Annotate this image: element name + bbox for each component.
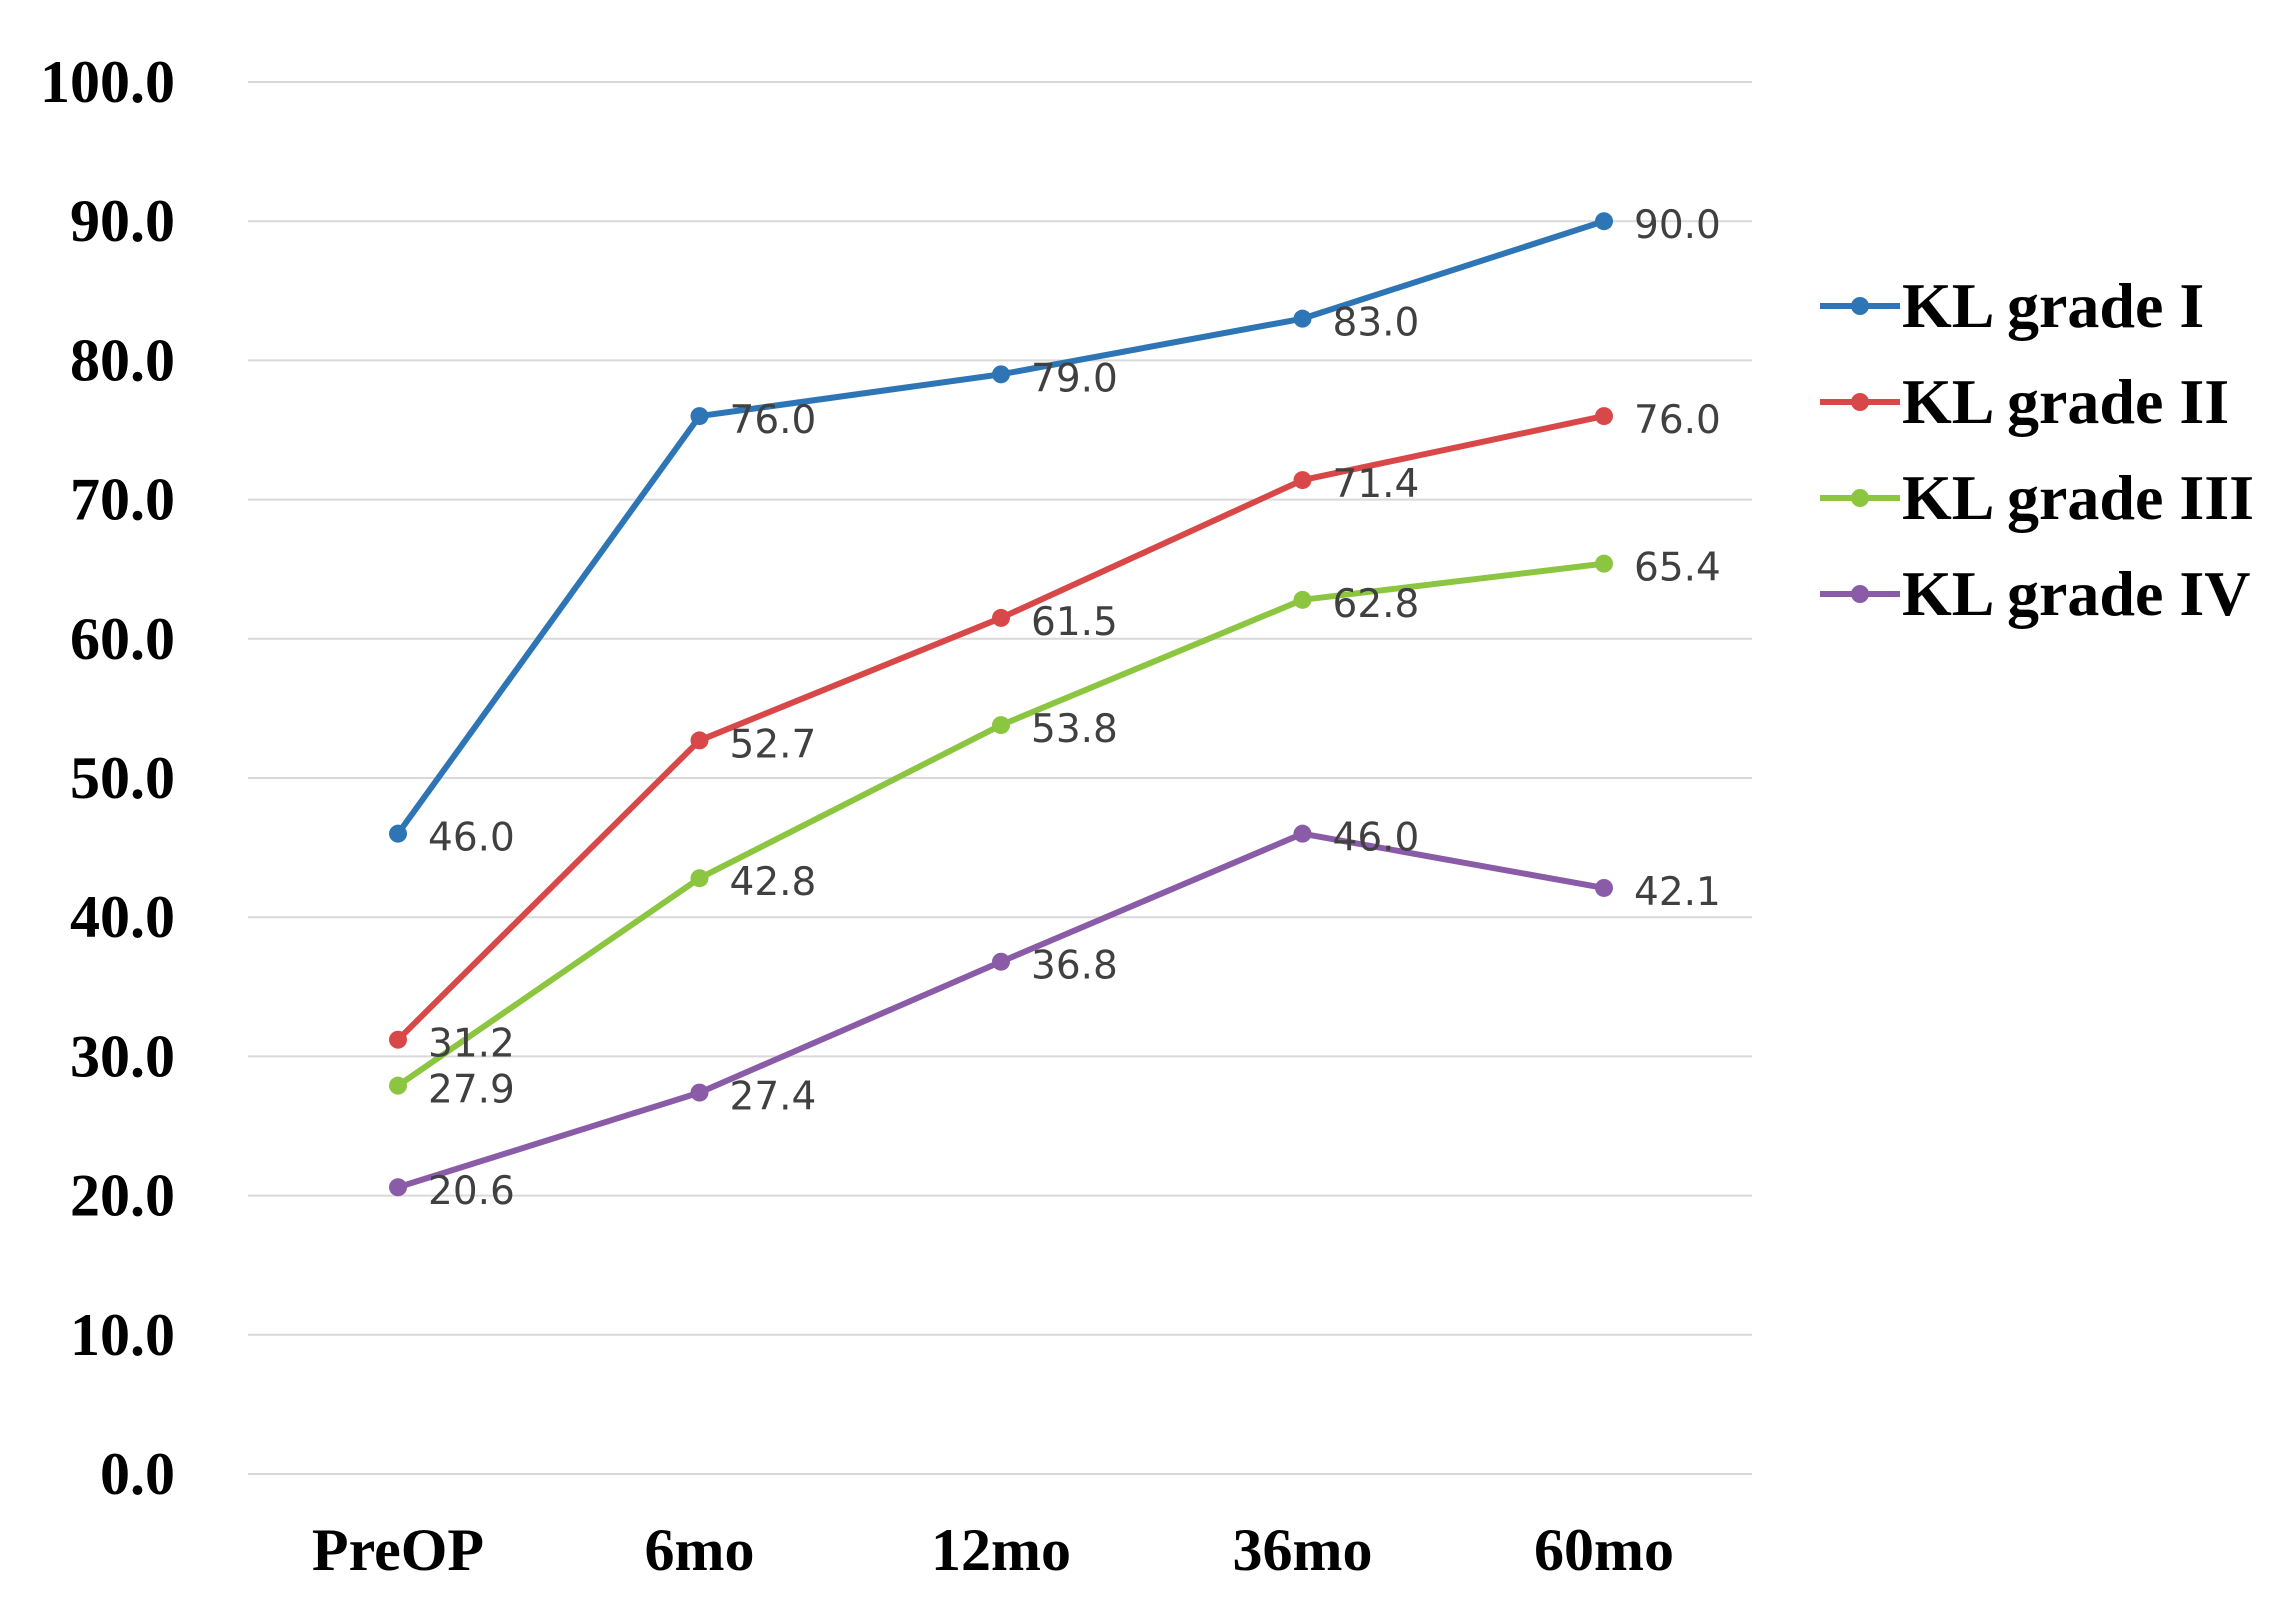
legend-label: KL grade III <box>1902 462 2254 533</box>
y-tick-label: 0.0 <box>100 1441 175 1507</box>
data-label: 46.0 <box>428 816 515 861</box>
y-tick-label: 50.0 <box>70 745 175 811</box>
legend-item: KL grade IV <box>1820 558 2250 629</box>
data-labels: 46.0 76.0 79.0 83.0 90.0 31.2 52.7 61.5 71.4 76.0… <box>428 203 1721 1214</box>
x-tick-label: 36mo <box>1233 1517 1373 1583</box>
x-tick-label: 6mo <box>645 1517 755 1583</box>
data-label: 83.0 <box>1333 301 1420 346</box>
data-label: 61.5 <box>1031 600 1118 645</box>
data-label: 27.9 <box>428 1068 515 1113</box>
y-tick-label: 70.0 <box>70 467 175 533</box>
data-point <box>1293 590 1312 609</box>
data-label: 36.8 <box>1031 944 1118 989</box>
data-point <box>992 365 1010 384</box>
data-label: 62.8 <box>1333 582 1420 627</box>
data-label: 31.2 <box>428 1022 515 1067</box>
legend-swatch-marker <box>1851 585 1869 603</box>
data-label: 76.0 <box>730 398 817 443</box>
data-point <box>690 1083 709 1102</box>
data-label: 46.0 <box>1333 816 1420 861</box>
legend-item: KL grade III <box>1820 462 2254 533</box>
y-axis-ticks: 0.0 10.0 20.0 30.0 40.0 50.0 60.0 70.0 80.0 90.0 1… <box>40 49 175 1507</box>
data-label: 65.4 <box>1634 546 1721 591</box>
y-tick-label: 80.0 <box>70 327 175 393</box>
x-axis-ticks: PreOP 6mo 12mo 36mo 60mo <box>312 1517 1674 1583</box>
legend-swatch-marker <box>1851 393 1869 411</box>
data-point <box>992 952 1010 971</box>
series-2 <box>389 407 1613 1049</box>
x-tick-label: 12mo <box>931 1517 1071 1583</box>
data-point <box>1595 554 1613 573</box>
data-point <box>1595 878 1613 897</box>
legend-swatch-marker <box>1851 489 1869 507</box>
y-tick-label: 20.0 <box>70 1163 175 1229</box>
data-point <box>1293 309 1312 328</box>
data-label: 42.8 <box>730 860 817 905</box>
data-label: 79.0 <box>1031 356 1118 401</box>
series-4 <box>389 824 1613 1197</box>
legend-item: KL grade I <box>1820 270 2204 341</box>
data-point <box>389 1178 407 1197</box>
series-line <box>396 560 1605 1089</box>
y-tick-label: 90.0 <box>70 188 175 254</box>
legend-swatch-marker <box>1851 297 1869 315</box>
data-point <box>389 824 407 843</box>
data-label: 76.0 <box>1634 398 1721 443</box>
data-label: 71.4 <box>1333 462 1420 507</box>
data-point <box>992 608 1010 627</box>
data-point <box>389 1030 407 1049</box>
data-point <box>389 1076 407 1095</box>
data-label: 90.0 <box>1634 203 1721 248</box>
data-label: 53.8 <box>1031 707 1118 752</box>
data-point <box>992 716 1010 735</box>
gridlines <box>248 81 1752 1475</box>
y-tick-label: 40.0 <box>70 884 175 950</box>
x-tick-label: PreOP <box>312 1517 484 1583</box>
series-1 <box>389 212 1613 843</box>
legend: KL grade I KL grade II KL grade III KL grad… <box>1820 270 2254 629</box>
data-point <box>690 407 709 426</box>
data-label: 20.6 <box>428 1169 515 1214</box>
legend-label: KL grade IV <box>1902 558 2250 629</box>
series-line <box>397 830 1605 1191</box>
legend-label: KL grade II <box>1902 366 2229 437</box>
data-point <box>690 731 709 750</box>
series-line <box>395 218 1605 836</box>
x-tick-label: 60mo <box>1534 1517 1674 1583</box>
data-label: 52.7 <box>730 722 817 767</box>
legend-label: KL grade I <box>1902 270 2204 341</box>
data-point <box>1293 471 1312 490</box>
series-3 <box>389 554 1613 1095</box>
data-label: 42.1 <box>1634 870 1721 915</box>
data-point <box>1595 212 1613 231</box>
legend-item: KL grade II <box>1820 366 2229 437</box>
y-tick-label: 10.0 <box>70 1302 175 1368</box>
data-label: 27.4 <box>730 1075 817 1120</box>
y-tick-label: 60.0 <box>70 606 175 672</box>
y-tick-label: 100.0 <box>40 49 175 115</box>
series-group <box>389 212 1613 1197</box>
data-point <box>1293 824 1312 843</box>
data-point <box>690 869 709 888</box>
y-tick-label: 30.0 <box>70 1023 175 1089</box>
data-point <box>1595 407 1613 426</box>
